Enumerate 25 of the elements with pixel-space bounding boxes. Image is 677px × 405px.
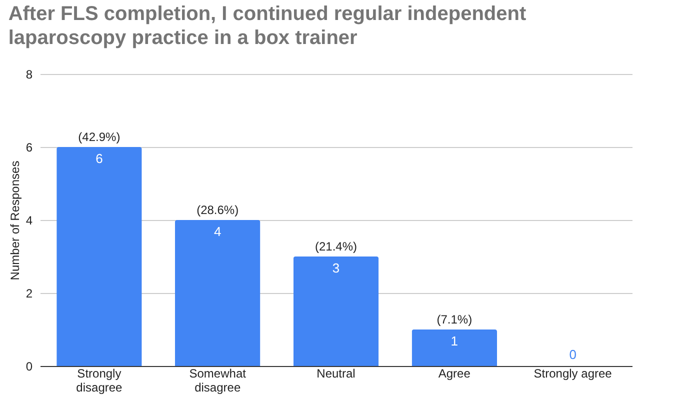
data-label: 1 — [450, 334, 458, 348]
data-label: 0 — [569, 347, 576, 362]
y-tick-label: 2 — [26, 286, 33, 300]
y-tick-label: 0 — [26, 360, 33, 374]
x-tick-label: Neutral — [316, 366, 356, 380]
x-tick-label: Agree — [438, 366, 471, 380]
y-tick-label: 4 — [26, 214, 33, 228]
annotation: (42.9%) — [78, 130, 120, 144]
x-tick-label: Strongly agree — [534, 366, 612, 380]
chart-title: After FLS completion, I continued regular independent laparoscopy practice in a box trainer — [8, 3, 526, 49]
y-tick-label: 8 — [26, 68, 33, 82]
annotation: (7.1%) — [436, 312, 472, 326]
y-axis-title: Number of Responses — [8, 160, 22, 280]
data-label: 6 — [96, 151, 103, 166]
data-label: 4 — [214, 224, 222, 239]
bar — [293, 256, 379, 366]
bar — [56, 147, 142, 366]
x-tick-label: Somewhat disagree — [189, 366, 247, 394]
annotation: (21.4%) — [314, 240, 358, 254]
annotation: (28.6%) — [196, 203, 239, 217]
x-tick-label: Strongly disagree — [76, 366, 123, 394]
y-tick-label: 6 — [26, 140, 33, 154]
data-label: 3 — [332, 260, 340, 276]
bar — [174, 220, 260, 366]
bar — [412, 330, 498, 366]
